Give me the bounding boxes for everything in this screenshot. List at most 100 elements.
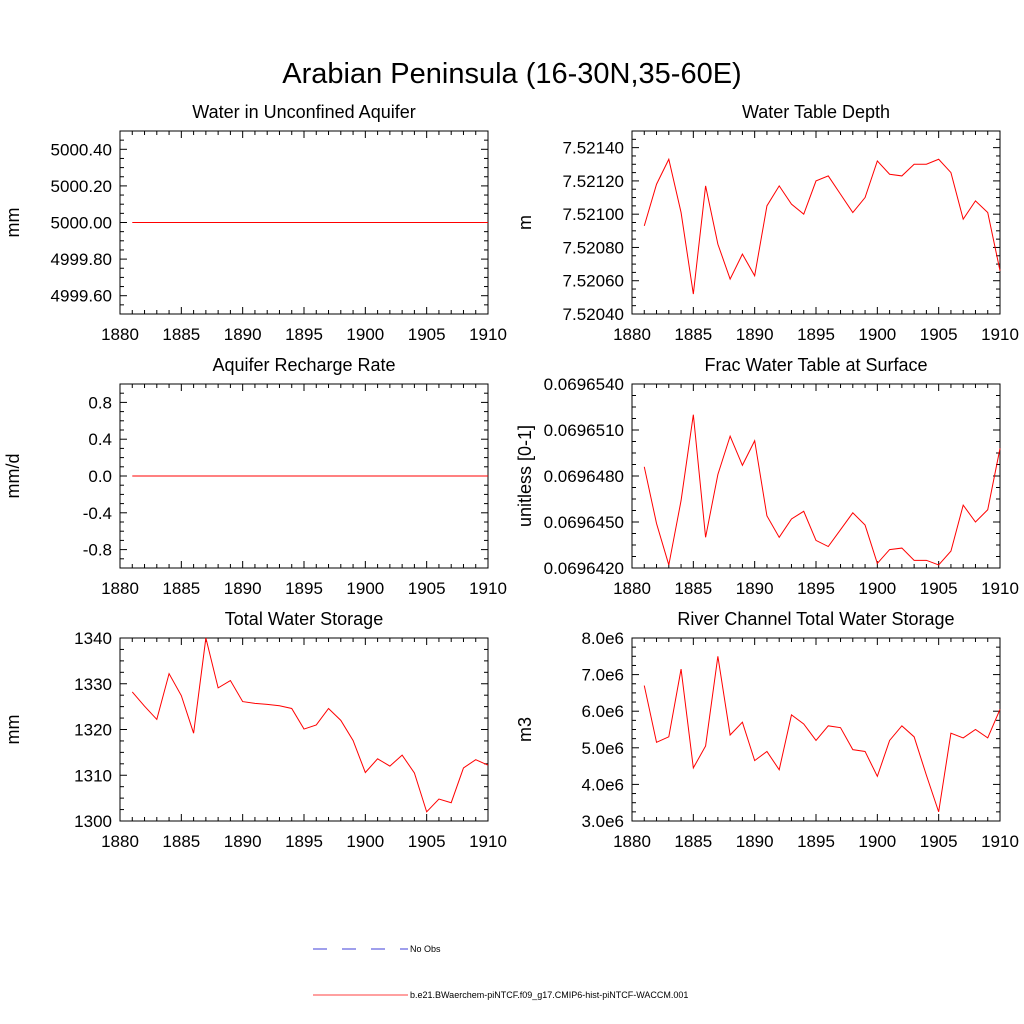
plot-frame bbox=[631, 130, 1001, 315]
x-tick-label: 1905 bbox=[920, 325, 958, 344]
x-tick-label: 1910 bbox=[469, 579, 507, 598]
x-tick-label: 1895 bbox=[797, 832, 835, 851]
legend-label-model: b.e21.BWaerchem-piNTCF.f09_g17.CMIP6-his… bbox=[410, 990, 688, 1000]
y-tick-label: 5000.00 bbox=[51, 214, 112, 233]
x-tick-label: 1890 bbox=[224, 832, 262, 851]
y-tick-label: 7.52060 bbox=[563, 272, 624, 291]
x-tick-label: 1885 bbox=[674, 832, 712, 851]
panel-title: Water in Unconfined Aquifer bbox=[192, 102, 415, 122]
x-tick-label: 1905 bbox=[920, 579, 958, 598]
panels: Water in Unconfined Aquifer 1880 1885 1890 1… bbox=[3, 102, 1019, 851]
y-axis-label: m bbox=[515, 215, 535, 230]
x-tick-label: 1885 bbox=[674, 325, 712, 344]
x-tick-label: 1905 bbox=[920, 832, 958, 851]
y-tick-label: 1320 bbox=[74, 721, 112, 740]
x-tick-label: 1895 bbox=[797, 325, 835, 344]
y-tick-label: -0.8 bbox=[83, 541, 112, 560]
x-tick-label: 1900 bbox=[858, 579, 896, 598]
y-tick-label: 4999.80 bbox=[51, 250, 112, 269]
y-tick-label: 0.0696450 bbox=[544, 513, 624, 532]
panel-title: Aquifer Recharge Rate bbox=[212, 355, 395, 375]
x-tick-label: 1900 bbox=[346, 579, 384, 598]
legend-label-no-obs: No Obs bbox=[410, 944, 441, 954]
y-tick-label: 4.0e6 bbox=[581, 775, 624, 794]
series-line bbox=[131, 637, 489, 813]
y-tick-label: 0.0696540 bbox=[544, 375, 624, 394]
x-tick-label: 1885 bbox=[162, 325, 200, 344]
x-tick-label: 1885 bbox=[162, 832, 200, 851]
y-tick-label: 1300 bbox=[74, 812, 112, 831]
chart-panel-4: Frac Water Table at Surface 1880 1885 1890 1… bbox=[515, 355, 1019, 598]
y-tick-label: 5000.20 bbox=[51, 177, 112, 196]
series-line bbox=[643, 414, 1001, 566]
x-tick-label: 1880 bbox=[101, 832, 139, 851]
y-tick-label: -0.4 bbox=[83, 504, 112, 523]
x-tick-label: 1910 bbox=[981, 579, 1019, 598]
y-tick-label: 0.0696480 bbox=[544, 467, 624, 486]
x-tick-label: 1910 bbox=[469, 832, 507, 851]
y-tick-label: 3.0e6 bbox=[581, 812, 624, 831]
chart-panel-5: Total Water Storage 1880 1885 1890 1895 1900 1… bbox=[3, 609, 507, 851]
y-tick-label: 0.8 bbox=[88, 393, 112, 412]
chart-panel-1: Water in Unconfined Aquifer 1880 1885 1890 1… bbox=[3, 102, 507, 344]
x-tick-label: 1895 bbox=[285, 579, 323, 598]
x-tick-label: 1900 bbox=[346, 325, 384, 344]
y-tick-label: 0.4 bbox=[88, 430, 112, 449]
y-tick-label: 6.0e6 bbox=[581, 702, 624, 721]
y-tick-label: 0.0 bbox=[88, 467, 112, 486]
chart-panel-6: River Channel Total Water Storage 1880 188… bbox=[515, 609, 1019, 851]
x-tick-label: 1910 bbox=[469, 325, 507, 344]
x-tick-label: 1880 bbox=[101, 579, 139, 598]
x-tick-label: 1890 bbox=[736, 832, 774, 851]
y-tick-label: 7.52140 bbox=[563, 139, 624, 158]
x-tick-label: 1900 bbox=[346, 832, 384, 851]
x-tick-label: 1910 bbox=[981, 325, 1019, 344]
x-tick-label: 1900 bbox=[858, 325, 896, 344]
y-tick-label: 1330 bbox=[74, 675, 112, 694]
y-axis-label: mm bbox=[3, 208, 23, 238]
y-tick-label: 0.0696420 bbox=[544, 559, 624, 578]
x-tick-label: 1900 bbox=[858, 832, 896, 851]
y-tick-label: 5.0e6 bbox=[581, 739, 624, 758]
series-line bbox=[643, 157, 1001, 295]
legend: No Obs b.e21.BWaerchem-piNTCF.f09_g17.CMI… bbox=[313, 944, 688, 1000]
x-tick-label: 1890 bbox=[224, 579, 262, 598]
x-tick-label: 1885 bbox=[674, 579, 712, 598]
y-tick-label: 1340 bbox=[74, 629, 112, 648]
y-tick-label: 7.52120 bbox=[563, 172, 624, 191]
y-axis-label: mm bbox=[3, 715, 23, 745]
y-tick-label: 1310 bbox=[74, 766, 112, 785]
x-tick-label: 1880 bbox=[613, 325, 651, 344]
y-tick-label: 4999.60 bbox=[51, 287, 112, 306]
x-tick-label: 1895 bbox=[797, 579, 835, 598]
figure-title: Arabian Peninsula (16-30N,35-60E) bbox=[282, 58, 741, 90]
series-line bbox=[643, 656, 1001, 813]
x-tick-label: 1895 bbox=[285, 325, 323, 344]
x-tick-label: 1905 bbox=[408, 832, 446, 851]
panel-title: Water Table Depth bbox=[742, 102, 890, 122]
x-tick-label: 1890 bbox=[736, 325, 774, 344]
y-axis-label: m3 bbox=[515, 717, 535, 742]
x-tick-label: 1910 bbox=[981, 832, 1019, 851]
y-axis-label: mm/d bbox=[3, 454, 23, 499]
y-tick-label: 7.52100 bbox=[563, 205, 624, 224]
plot-frame bbox=[631, 637, 1001, 822]
x-tick-label: 1885 bbox=[162, 579, 200, 598]
y-tick-label: 7.0e6 bbox=[581, 666, 624, 685]
chart-panel-2: Water Table Depth 1880 1885 1890 1895 1900 190… bbox=[515, 102, 1019, 344]
y-tick-label: 7.52040 bbox=[563, 305, 624, 324]
panel-title: Total Water Storage bbox=[225, 609, 383, 629]
panel-title: Frac Water Table at Surface bbox=[704, 355, 927, 375]
x-tick-label: 1880 bbox=[613, 832, 651, 851]
x-tick-label: 1905 bbox=[408, 579, 446, 598]
x-tick-label: 1880 bbox=[613, 579, 651, 598]
y-tick-label: 0.0696510 bbox=[544, 421, 624, 440]
x-tick-label: 1890 bbox=[224, 325, 262, 344]
y-tick-label: 8.0e6 bbox=[581, 629, 624, 648]
chart-panel-3: Aquifer Recharge Rate 1880 1885 1890 1895 190… bbox=[3, 355, 507, 598]
y-tick-label: 5000.40 bbox=[51, 140, 112, 159]
y-tick-label: 7.52080 bbox=[563, 238, 624, 257]
x-tick-label: 1880 bbox=[101, 325, 139, 344]
y-axis-label: unitless [0-1] bbox=[515, 425, 535, 527]
